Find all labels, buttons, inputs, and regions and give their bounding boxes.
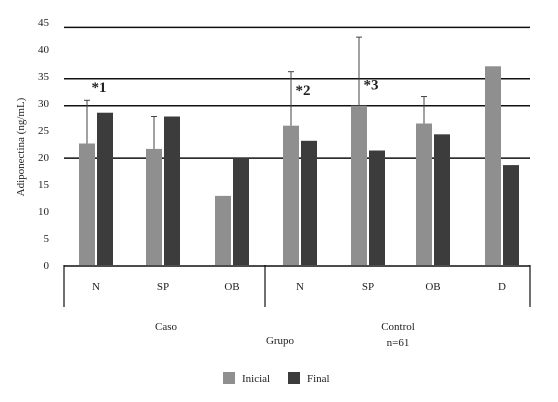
bars — [79, 66, 519, 266]
y-tick-label-35: 35 — [38, 71, 50, 83]
bar-final-ob-5 — [434, 134, 450, 265]
y-axis-label: Adiponectina (ng/mL) — [15, 97, 27, 196]
x-axis-label: Grupo — [266, 335, 295, 347]
y-tick-label-0: 0 — [44, 260, 50, 272]
y-tick-label-15: 15 — [38, 179, 50, 191]
y-tick-label-25: 25 — [38, 125, 50, 137]
bar-final-ob-2 — [233, 158, 249, 265]
category-label-sp-1: SP — [157, 281, 169, 293]
category-label-ob-2: OB — [224, 281, 239, 293]
bar-inicial-ob-2 — [215, 195, 231, 265]
bar-final-d-6 — [503, 165, 519, 265]
group-label-control: Control — [381, 321, 415, 333]
bar-inicial-d-6 — [485, 66, 501, 265]
legend-label-inicial: Inicial — [242, 373, 270, 385]
legend: Inicial Final — [223, 372, 330, 385]
bar-final-sp-1 — [164, 116, 180, 265]
legend-swatch-inicial — [223, 372, 235, 384]
y-tick-label-40: 40 — [38, 44, 50, 56]
category-label-sp-4: SP — [362, 281, 374, 293]
annotation-2: *3 — [364, 78, 379, 94]
y-tick-label-10: 10 — [38, 206, 50, 218]
bar-inicial-sp-1 — [146, 148, 162, 265]
category-frame — [63, 265, 531, 307]
y-axis: 0 5 10 15 20 25 30 35 40 45 — [38, 17, 50, 272]
category-label-ob-5: OB — [425, 281, 440, 293]
y-tick-label-20: 20 — [38, 152, 50, 164]
y-tick-label-30: 30 — [38, 98, 50, 110]
y-tick-label-5: 5 — [44, 233, 50, 245]
group-sample-size: n=61 — [387, 337, 410, 349]
category-labels: N SP OB N SP OB D — [92, 281, 506, 293]
bar-inicial-n-3 — [283, 125, 299, 266]
bar-final-n-0 — [97, 112, 113, 265]
bar-inicial-sp-4 — [351, 105, 367, 265]
group-label-caso: Caso — [155, 321, 178, 333]
legend-swatch-final — [288, 372, 300, 384]
y-tick-label-45: 45 — [38, 17, 50, 29]
category-label-n-0: N — [92, 281, 100, 293]
annotation-1: *2 — [296, 83, 311, 99]
bar-inicial-n-0 — [79, 143, 95, 265]
category-label-d-6: D — [498, 281, 506, 293]
legend-label-final: Final — [307, 373, 330, 385]
error-bars — [84, 36, 427, 149]
bar-inicial-ob-5 — [416, 123, 432, 266]
bar-final-n-3 — [301, 140, 317, 265]
bar-final-sp-4 — [369, 150, 385, 265]
category-label-n-3: N — [296, 281, 304, 293]
annotations: *1 *2 *3 — [92, 78, 379, 99]
annotation-0: *1 — [92, 80, 107, 96]
